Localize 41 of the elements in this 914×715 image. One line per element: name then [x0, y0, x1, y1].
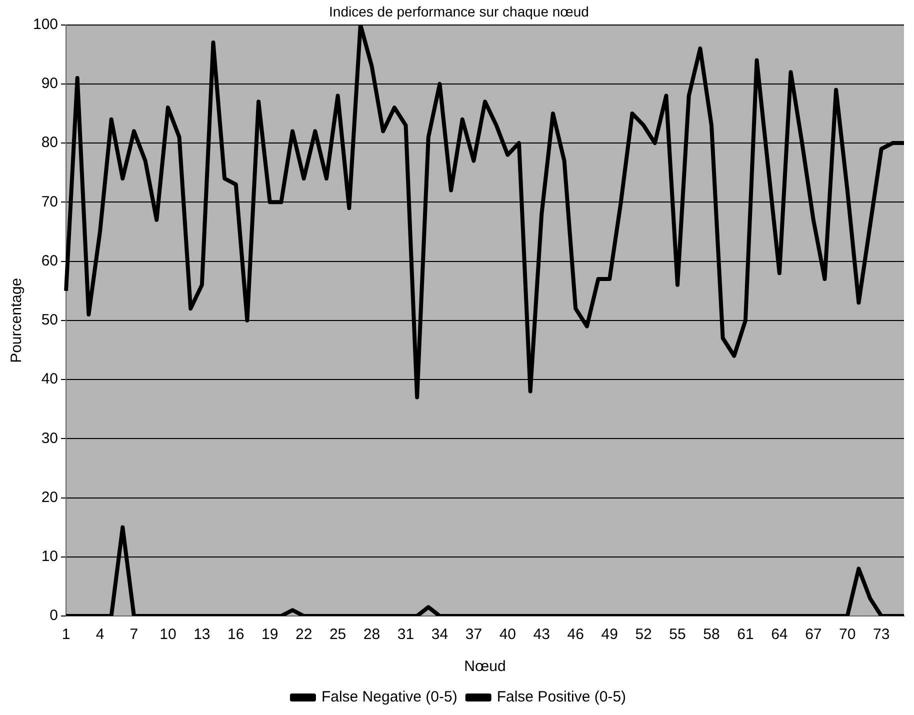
x-axis-title: Nœud — [464, 658, 506, 676]
y-tick-label: 90 — [41, 75, 58, 92]
y-tick-label: 30 — [41, 430, 58, 447]
x-tick-label: 1 — [62, 626, 70, 644]
x-tick-label: 61 — [737, 626, 754, 644]
y-tick-label: 50 — [41, 312, 58, 329]
x-tick-label: 52 — [635, 626, 652, 644]
legend-label: False Positive (0-5) — [496, 688, 626, 706]
x-tick-label: 55 — [669, 626, 686, 644]
legend-label: False Negative (0-5) — [321, 688, 458, 706]
x-tick-label: 46 — [567, 626, 584, 644]
x-tick-label: 43 — [533, 626, 550, 644]
y-tick-label: 20 — [41, 488, 58, 506]
x-tick-label: 58 — [703, 626, 720, 644]
x-tick-label: 25 — [329, 626, 346, 644]
y-axis-title: Pourcentage — [8, 278, 26, 363]
y-tick-label: 70 — [41, 193, 58, 210]
y-tick-label: 80 — [41, 134, 58, 152]
x-tick-label: 49 — [601, 626, 618, 644]
y-tick-label: 100 — [32, 16, 58, 33]
x-tick-label: 37 — [465, 626, 482, 644]
x-tick-label: 34 — [431, 626, 448, 644]
y-tick-label: 60 — [41, 252, 58, 270]
x-tick-label: 4 — [96, 626, 104, 644]
x-tick-label: 16 — [228, 626, 244, 644]
x-tick-label: 40 — [499, 626, 516, 644]
y-tick-label: 10 — [41, 548, 58, 566]
chart-title: Indices de performance sur chaque nœud — [329, 3, 589, 20]
x-tick-label: 19 — [262, 626, 278, 644]
x-tick-label: 7 — [130, 626, 138, 644]
x-tick-label: 64 — [771, 626, 788, 644]
x-tick-label: 13 — [194, 626, 210, 644]
x-tick-label: 28 — [363, 626, 380, 644]
x-tick-label: 22 — [295, 626, 312, 644]
x-tick-label: 10 — [160, 626, 176, 644]
x-tick-label: 31 — [397, 626, 414, 644]
x-tick-label: 67 — [805, 626, 822, 644]
y-tick-label: 0 — [50, 607, 58, 624]
x-tick-label: 70 — [839, 626, 856, 644]
x-tick-label: 73 — [873, 626, 890, 644]
y-tick-label: 40 — [41, 370, 58, 388]
